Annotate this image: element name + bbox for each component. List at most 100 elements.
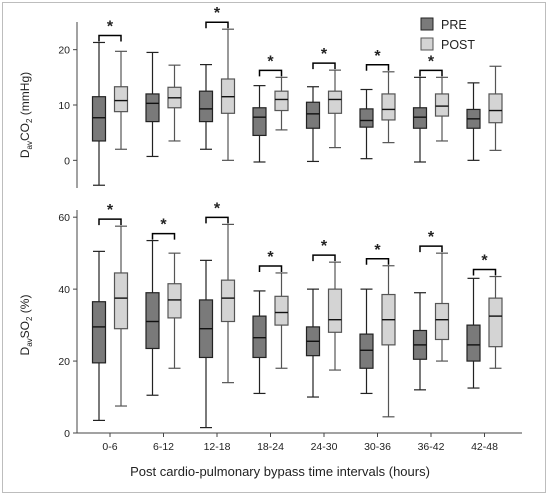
y-label-rest: (%): [18, 295, 32, 317]
significance-star: *: [107, 18, 114, 35]
iqr-box: [359, 333, 374, 369]
pre-box-30-36: [359, 288, 374, 395]
iqr-box: [381, 93, 396, 121]
y-label-main: D: [18, 149, 32, 158]
pre-box-42-48: [466, 277, 481, 389]
y-label-main2: SO: [18, 321, 32, 338]
significance-group: * * * * * *: [98, 5, 443, 77]
significance-star: *: [428, 53, 435, 70]
y-tick-label: 0: [64, 428, 70, 440]
iqr-box: [145, 93, 160, 123]
y-label-main2: CO: [18, 123, 32, 141]
y-axis-ticks: 0 20 40 60: [58, 212, 77, 440]
y-tick-label: 0: [64, 155, 70, 167]
significance-18-24: *: [258, 53, 283, 77]
pre-box-30-36: [359, 88, 374, 160]
significance-star: *: [374, 48, 381, 65]
pre-box-18-24: [252, 290, 267, 395]
box-group: [91, 28, 503, 186]
iqr-box: [359, 108, 374, 128]
iqr-box: [252, 107, 267, 137]
post-box-24-30: [327, 69, 343, 149]
y-label-sub: av: [25, 338, 34, 346]
y-axis-label: DavCO2 (mmHg): [18, 72, 34, 158]
legend-swatch-pre: [420, 17, 434, 31]
iqr-box: [488, 93, 503, 124]
iqr-box: [274, 295, 289, 326]
significance-star: *: [267, 249, 274, 266]
significance-bracket: [312, 62, 336, 70]
y-tick-label: 40: [58, 284, 70, 296]
y-label-sub: av: [25, 141, 34, 149]
y-label-sub2: 2: [25, 118, 34, 123]
x-tick-label: 30-36: [364, 441, 391, 453]
post-box-18-24: [274, 76, 289, 131]
iqr-box: [274, 90, 289, 112]
post-box-42-48: [488, 65, 503, 151]
x-tick-label: 36-42: [418, 441, 445, 453]
post-box-6-12: [167, 252, 182, 369]
y-tick-label: 20: [58, 356, 70, 368]
significance-12-18: *: [205, 200, 229, 224]
pre-box-24-30: [305, 86, 321, 163]
significance-star: *: [267, 53, 274, 70]
significance-star: *: [107, 202, 114, 219]
iqr-box: [145, 292, 160, 350]
y-label-sub2: 2: [25, 316, 34, 321]
post-box-30-36: [381, 265, 396, 418]
y-axis-ticks: 0 10 20: [58, 45, 77, 167]
significance-star: *: [481, 253, 488, 270]
significance-group: * * * * * * * *: [98, 200, 497, 276]
iqr-box: [91, 301, 107, 364]
y-tick-label: 60: [58, 212, 70, 224]
post-box-0-6: [113, 225, 129, 407]
legend-label-post: POST: [441, 38, 475, 52]
significance-36-42: *: [419, 229, 443, 253]
significance-star: *: [214, 200, 221, 217]
significance-bracket: [419, 245, 443, 253]
post-box-6-12: [167, 64, 182, 142]
y-label-main: D: [18, 346, 32, 355]
pre-box-36-42: [412, 76, 428, 163]
iqr-box: [167, 283, 182, 319]
pre-box-0-6: [91, 41, 107, 186]
x-tick-label: 42-48: [471, 441, 498, 453]
legend-label-pre: PRE: [441, 18, 467, 32]
pre-box-12-18: [198, 259, 214, 429]
box-group: [91, 223, 503, 429]
significance-bracket: [205, 216, 229, 224]
pre-box-6-12: [145, 239, 160, 396]
significance-6-12: *: [151, 217, 176, 240]
x-tick-label: 6-12: [153, 441, 174, 453]
pre-box-18-24: [252, 85, 267, 163]
significance-bracket: [151, 232, 176, 240]
legend: PRE POST: [420, 17, 475, 52]
iqr-box: [434, 93, 450, 117]
legend-swatch-post: [420, 37, 434, 51]
pre-box-12-18: [198, 64, 214, 150]
significance-star: *: [321, 46, 328, 63]
significance-star: *: [214, 5, 221, 22]
post-box-12-18: [220, 223, 236, 384]
pre-box-0-6: [91, 250, 107, 422]
post-box-12-18: [220, 28, 236, 161]
significance-12-18: *: [205, 5, 229, 29]
significance-24-30: *: [312, 46, 336, 70]
post-box-36-42: [434, 76, 450, 142]
y-axis-label: DavSO2 (%): [18, 295, 34, 356]
iqr-box: [305, 101, 321, 129]
x-axis-title: Post cardio-pulmonary bypass time interv…: [130, 464, 430, 479]
panel-davso2: 0 20 40 60 DavSO2 (%) * * * * * * * * 0-6 6-12 12-18…: [18, 200, 522, 453]
significance-bracket: [472, 268, 497, 276]
significance-bracket: [205, 21, 229, 29]
significance-bracket: [419, 69, 443, 77]
significance-bracket: [312, 254, 336, 262]
significance-star: *: [428, 229, 435, 246]
significance-36-42: *: [419, 53, 443, 77]
y-label-rest: (mmHg): [18, 72, 32, 119]
x-tick-label: 12-18: [204, 441, 231, 453]
significance-30-36: *: [365, 48, 390, 71]
post-box-36-42: [434, 252, 450, 362]
iqr-box: [91, 96, 107, 142]
x-tick-label: 24-30: [311, 441, 338, 453]
